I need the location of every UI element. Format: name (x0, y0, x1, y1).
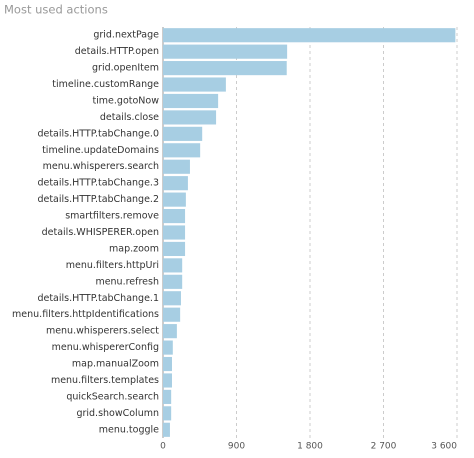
chart-title: Most used actions (4, 3, 108, 17)
bar (163, 176, 188, 191)
bar (163, 143, 201, 158)
bar (163, 44, 288, 59)
y-tick-label: menu.refresh (95, 276, 159, 287)
y-tick-label: menu.whispererConfig (52, 342, 159, 353)
x-tick-label: 1 800 (297, 442, 323, 452)
bar (163, 159, 190, 174)
y-tick-label: grid.showColumn (76, 408, 159, 419)
bar (163, 241, 186, 257)
y-tick-label: timeline.customRange (52, 79, 159, 90)
bar (163, 422, 170, 437)
y-tick-label: details.HTTP.tabChange.2 (37, 194, 159, 205)
y-tick-label: map.zoom (109, 243, 159, 254)
bar (163, 28, 456, 43)
bar (163, 225, 186, 240)
bar (163, 291, 181, 306)
x-tick-label: 3 600 (431, 442, 457, 452)
bar (163, 307, 181, 322)
bar (163, 61, 287, 76)
y-tick-label: details.HTTP.tabChange.3 (37, 178, 159, 189)
y-tick-label: details.HTTP.tabChange.0 (37, 128, 159, 139)
y-tick-label: timeline.updateDomains (42, 145, 159, 156)
y-tick-label: details.HTTP.open (75, 46, 159, 57)
bar (163, 340, 173, 355)
bar (163, 126, 203, 141)
bar (163, 274, 183, 289)
y-tick-label: details.WHISPERER.open (42, 227, 159, 238)
bar (163, 373, 172, 388)
bar (163, 192, 186, 207)
y-tick-label: details.close (100, 112, 159, 123)
y-tick-label: quickSearch.search (66, 391, 159, 402)
x-tick-label: 900 (228, 442, 245, 452)
y-tick-label: details.HTTP.tabChange.1 (37, 293, 159, 304)
x-tick-label: 2 700 (371, 442, 397, 452)
y-tick-label: menu.filters.httpIdentifications (12, 309, 159, 320)
bar (163, 93, 219, 109)
y-tick-label: grid.openItem (92, 63, 159, 74)
y-tick-label: menu.filters.httpUri (66, 260, 159, 271)
y-tick-label: grid.nextPage (93, 30, 159, 41)
bar (163, 356, 172, 372)
x-tick-label: 0 (160, 442, 166, 452)
bar (163, 406, 172, 421)
y-tick-label: time.gotoNow (92, 95, 159, 106)
bar (163, 389, 172, 404)
bar (163, 324, 177, 339)
bar (163, 258, 183, 273)
y-tick-label: menu.filters.templates (51, 375, 159, 386)
bar (163, 208, 186, 224)
y-tick-label: menu.whisperers.search (43, 161, 159, 172)
y-tick-label: menu.toggle (99, 424, 159, 435)
bar (163, 77, 226, 92)
y-tick-label: smartfilters.remove (65, 211, 159, 222)
y-tick-label: map.manualZoom (72, 359, 159, 370)
y-tick-label: menu.whisperers.select (46, 326, 159, 337)
bar (163, 110, 217, 125)
